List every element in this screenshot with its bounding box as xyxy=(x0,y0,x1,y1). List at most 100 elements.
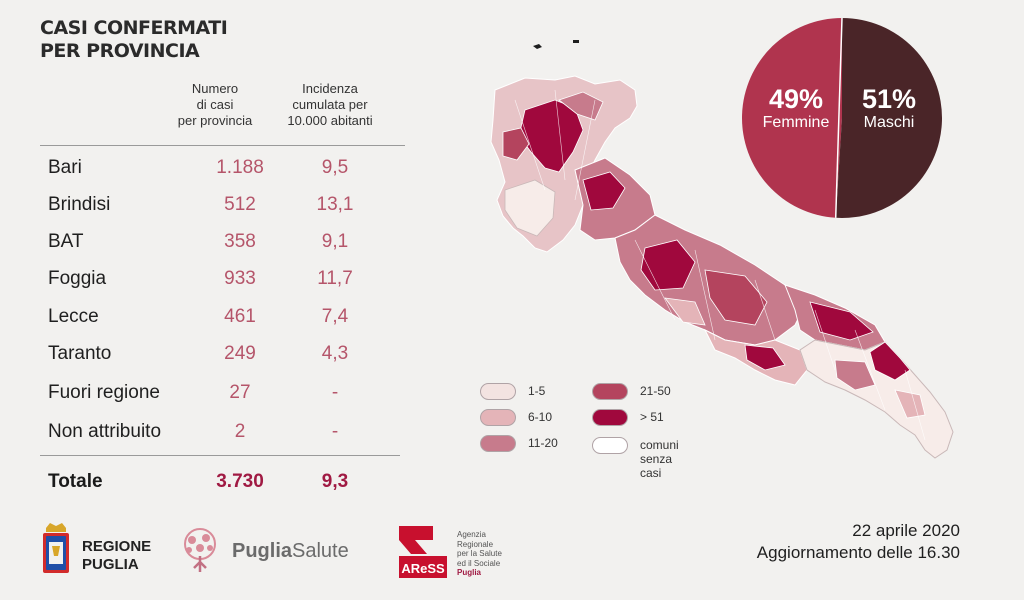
case-count: 461 xyxy=(224,306,256,327)
regione-puglia-logo: REGIONE PUGLIA xyxy=(40,520,165,580)
male-label: Maschi xyxy=(863,114,915,131)
table-row: Fuori regione 27 - xyxy=(40,378,400,408)
foggia-cluster-3 xyxy=(558,91,604,121)
puglia-salute-light: Salute xyxy=(292,540,349,562)
pie-divider xyxy=(834,17,843,218)
incidence-value: 4,3 xyxy=(321,343,349,364)
table-row: Bari 1.188 9,5 xyxy=(40,153,400,183)
aress-line: Agenzia xyxy=(457,530,486,539)
taranto-cluster xyxy=(744,344,786,371)
column-header-cases: Numero di casi per provincia xyxy=(160,81,270,129)
incidence-value: 9,1 xyxy=(321,231,349,252)
legend-swatch xyxy=(592,437,628,454)
aress-line: Regionale xyxy=(457,539,494,549)
incidence-value: 7,4 xyxy=(321,306,349,327)
province-name: Taranto xyxy=(48,343,112,364)
female-label: Femmine xyxy=(762,114,830,131)
regione-puglia-text: REGIONE PUGLIA xyxy=(82,538,151,574)
legend-label: > 51 xyxy=(640,410,664,424)
bari-cluster-2 xyxy=(704,269,768,326)
column-header-incidence-line: 10.000 abitanti xyxy=(287,113,373,128)
case-count: 512 xyxy=(224,194,256,215)
legend-swatch xyxy=(480,383,516,400)
puglia-salute-bold: Puglia xyxy=(232,540,293,562)
case-count: 249 xyxy=(224,343,256,364)
province-name: Foggia xyxy=(48,268,107,289)
aress-mark-text: AReSS xyxy=(401,561,445,576)
case-count: 2 xyxy=(234,421,246,442)
legend-label: 1-5 xyxy=(528,384,546,398)
aress-text: Agenzia Regionale per la Salute ed il So… xyxy=(457,530,502,578)
column-header-incidence-line: cumulata per xyxy=(292,97,368,112)
incidence-value: - xyxy=(331,382,339,403)
regione-puglia-crest-icon xyxy=(43,523,69,573)
title-line-2: PER PROVINCIA xyxy=(40,40,200,62)
total-cases: 3.730 xyxy=(216,471,264,492)
total-label: Totale xyxy=(48,471,103,492)
male-percent: 51% xyxy=(861,84,917,114)
municipal-borders xyxy=(514,89,926,441)
incidence-value: 9,5 xyxy=(321,157,349,178)
map-legend: 1-5 6-10 11-20 21-50 > 51 comuni senza c… xyxy=(480,382,740,480)
total-incidence: 9,3 xyxy=(321,471,349,492)
page-title: CASI CONFERMATI PER PROVINCIA xyxy=(40,17,228,63)
aress-logo: AReSS Agenzia Regionale per la Salute ed… xyxy=(397,524,537,580)
incidence-value: - xyxy=(331,421,339,442)
male-label-group: 51% Maschi xyxy=(846,84,932,132)
header-divider xyxy=(40,145,405,146)
update-date: 22 aprile 2020 xyxy=(852,521,960,540)
tremiti-islands xyxy=(533,40,579,49)
pie-slice-female xyxy=(742,18,842,218)
regione-puglia-line: REGIONE xyxy=(82,538,152,555)
foggia-south xyxy=(504,179,556,237)
table-row: Brindisi 512 13,1 xyxy=(40,190,400,220)
table-row: BAT 358 9,1 xyxy=(40,227,400,257)
case-count: 933 xyxy=(224,268,256,289)
province-name: Fuori regione xyxy=(48,382,160,403)
column-header-cases-line: Numero xyxy=(191,81,239,96)
legend-swatch xyxy=(480,409,516,426)
lecce-cluster-1 xyxy=(869,341,911,381)
update-info: 22 aprile 2020 Aggiornamento delle 16.30 xyxy=(757,520,960,564)
legend-swatch xyxy=(480,435,516,452)
puglia-salute-logo: PugliaSalute xyxy=(176,526,376,576)
province-name: Bari xyxy=(48,157,82,178)
legend-label: comuni senza casi xyxy=(640,438,679,480)
aress-line: ed il Sociale xyxy=(457,558,501,568)
female-label-group: 49% Femmine xyxy=(750,84,842,132)
legend-label: 11-20 xyxy=(528,436,558,450)
bari-cluster-1 xyxy=(640,239,696,291)
title-line-1: CASI CONFERMATI xyxy=(40,17,228,39)
foggia-cluster-2 xyxy=(502,127,530,161)
total-row: Totale 3.730 9,3 xyxy=(40,467,400,497)
incidence-value: 13,1 xyxy=(316,194,354,215)
case-count: 1.188 xyxy=(216,157,264,178)
column-header-cases-line: di casi xyxy=(196,97,234,112)
province-name: BAT xyxy=(48,231,84,252)
bat-high xyxy=(582,171,626,211)
gender-pie-chart xyxy=(742,17,943,219)
legend-label: 21-50 xyxy=(640,384,671,398)
column-header-cases-line: per provincia xyxy=(177,113,253,128)
table-row: Non attribuito 2 - xyxy=(40,417,400,447)
aress-region: Puglia xyxy=(457,568,482,577)
case-count: 358 xyxy=(224,231,256,252)
incidence-value: 11,7 xyxy=(317,268,353,289)
column-header-incidence: Incidenza cumulata per 10.000 abitanti xyxy=(270,81,390,129)
female-percent: 49% xyxy=(768,84,824,114)
lecce-cluster-2 xyxy=(834,359,876,391)
table-row: Foggia 933 11,7 xyxy=(40,264,400,294)
table-row: Taranto 249 4,3 xyxy=(40,339,400,369)
province-name: Lecce xyxy=(48,306,99,327)
regione-puglia-line: PUGLIA xyxy=(82,556,139,573)
puglia-salute-text: PugliaSalute xyxy=(232,540,349,563)
legend-swatch xyxy=(592,383,628,400)
case-count: 27 xyxy=(229,382,251,403)
legend-label: 6-10 xyxy=(528,410,553,424)
tree-icon xyxy=(184,528,216,572)
legend-swatch xyxy=(592,409,628,426)
bari-cluster-3 xyxy=(664,297,706,326)
table-row: Lecce 461 7,4 xyxy=(40,302,400,332)
province-name: Non attribuito xyxy=(48,421,162,442)
pie-slice-male xyxy=(835,18,943,219)
